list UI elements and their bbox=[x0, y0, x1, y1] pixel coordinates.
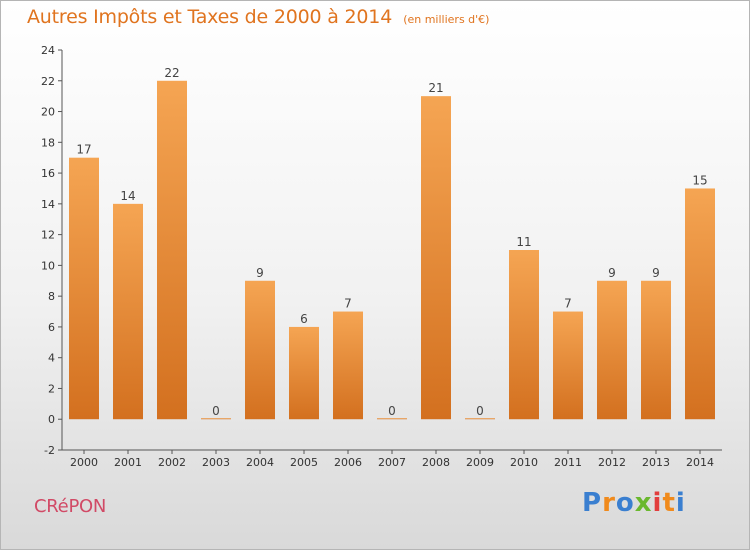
bar-2005 bbox=[289, 326, 319, 420]
logo-letter: r bbox=[602, 488, 616, 518]
bar-2013 bbox=[641, 280, 671, 420]
bar-2009 bbox=[465, 418, 495, 420]
value-label-2008: 21 bbox=[428, 81, 443, 95]
y-tick-label: -2 bbox=[44, 444, 55, 457]
x-tick-label-2009: 2009 bbox=[466, 456, 494, 469]
x-tick-label-2012: 2012 bbox=[598, 456, 626, 469]
x-tick-label-2003: 2003 bbox=[202, 456, 230, 469]
x-tick-label-2001: 2001 bbox=[114, 456, 142, 469]
bar-2004 bbox=[245, 280, 275, 420]
value-label-2012: 9 bbox=[608, 266, 616, 280]
value-label-2014: 15 bbox=[692, 173, 707, 187]
value-label-2000: 17 bbox=[76, 143, 91, 157]
y-tick-label: 14 bbox=[41, 198, 55, 211]
bar-2006 bbox=[333, 311, 363, 420]
bar-2007 bbox=[377, 418, 407, 420]
chart-header: Autres Impôts et Taxes de 2000 à 2014 (e… bbox=[27, 6, 489, 28]
y-tick-label: 10 bbox=[41, 259, 55, 272]
commune-name: CRéPON bbox=[34, 496, 107, 517]
y-tick-label: 2 bbox=[48, 382, 55, 395]
value-label-2004: 9 bbox=[256, 266, 264, 280]
x-tick-label-2014: 2014 bbox=[686, 456, 714, 469]
chart-subtitle: (en milliers d'€) bbox=[403, 13, 490, 26]
x-tick-label-2007: 2007 bbox=[378, 456, 406, 469]
value-label-2002: 22 bbox=[164, 66, 179, 80]
chart-title: Autres Impôts et Taxes de 2000 à 2014 bbox=[27, 6, 393, 28]
bar-2002 bbox=[157, 80, 187, 420]
y-tick-label: 12 bbox=[41, 229, 55, 242]
value-label-2009: 0 bbox=[476, 404, 484, 418]
logo-letter: t bbox=[662, 488, 676, 518]
x-tick-label-2000: 2000 bbox=[70, 456, 98, 469]
y-tick-label: 18 bbox=[41, 136, 55, 149]
logo-letter: x bbox=[634, 488, 653, 518]
y-tick-label: 20 bbox=[41, 106, 55, 119]
bar-2012 bbox=[597, 280, 627, 420]
bar-2003 bbox=[201, 418, 231, 420]
value-label-2006: 7 bbox=[344, 297, 352, 311]
y-tick-label: 6 bbox=[48, 321, 55, 334]
x-tick-label-2011: 2011 bbox=[554, 456, 582, 469]
bar-2001 bbox=[113, 203, 143, 420]
bar-2008 bbox=[421, 96, 451, 420]
y-tick-label: 4 bbox=[48, 352, 55, 365]
x-tick-label-2010: 2010 bbox=[510, 456, 538, 469]
value-label-2010: 11 bbox=[516, 235, 531, 249]
bar-2010 bbox=[509, 250, 539, 420]
y-tick-label: 8 bbox=[48, 290, 55, 303]
y-tick-label: 16 bbox=[41, 167, 55, 180]
value-label-2013: 9 bbox=[652, 266, 660, 280]
logo-letter: i bbox=[652, 488, 663, 518]
logo-letter: i bbox=[675, 488, 686, 518]
x-tick-label-2005: 2005 bbox=[290, 456, 318, 469]
x-tick-label-2004: 2004 bbox=[246, 456, 274, 469]
x-tick-label-2002: 2002 bbox=[158, 456, 186, 469]
y-tick-label: 24 bbox=[41, 44, 55, 57]
bar-2011 bbox=[553, 311, 583, 420]
y-tick-label: 0 bbox=[48, 413, 55, 426]
logo-letter: o bbox=[615, 488, 635, 518]
x-tick-label-2013: 2013 bbox=[642, 456, 670, 469]
value-label-2007: 0 bbox=[388, 404, 396, 418]
x-tick-label-2008: 2008 bbox=[422, 456, 450, 469]
value-label-2005: 6 bbox=[300, 312, 308, 326]
bar-2000 bbox=[69, 157, 99, 420]
bar-2014 bbox=[685, 188, 715, 420]
value-label-2001: 14 bbox=[120, 189, 135, 203]
y-tick-label: 22 bbox=[41, 75, 55, 88]
value-label-2011: 7 bbox=[564, 297, 572, 311]
logo-letter: P bbox=[582, 488, 603, 518]
proxiti-logo: Proxiti bbox=[582, 488, 686, 518]
value-label-2003: 0 bbox=[212, 404, 220, 418]
x-tick-label-2006: 2006 bbox=[334, 456, 362, 469]
